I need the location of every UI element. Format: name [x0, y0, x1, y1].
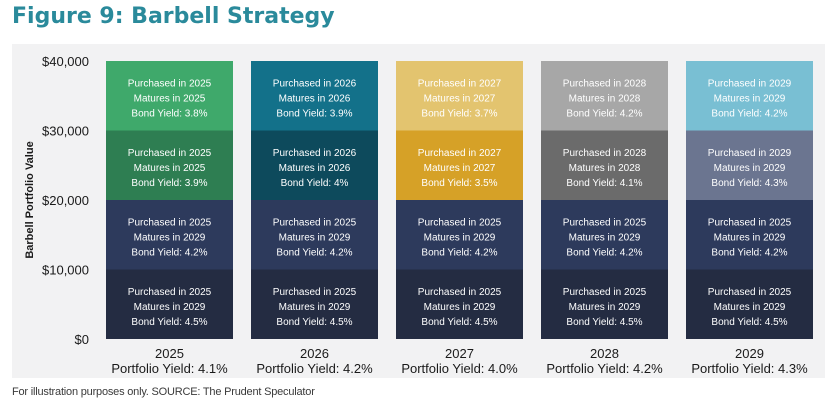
segment-label: Purchased in 2025 [563, 217, 647, 228]
segment-label: Bond Yield: 4.5% [131, 317, 207, 328]
segment-label: Bond Yield: 4.5% [566, 317, 642, 328]
bar-segment [541, 130, 668, 200]
bar-segment [106, 269, 233, 339]
segment-label: Purchased in 2027 [418, 148, 502, 159]
segment-label: Matures in 2029 [134, 232, 206, 243]
segment-label: Purchased in 2025 [708, 217, 792, 228]
portfolio-yield-label: Portfolio Yield: 4.2% [256, 361, 373, 376]
segment-label: Purchased in 2028 [563, 78, 647, 89]
segment-label: Purchased in 2026 [273, 148, 357, 159]
x-category-label: 2026 [300, 346, 329, 361]
bar-segment [396, 61, 523, 131]
segment-label: Purchased in 2025 [128, 217, 212, 228]
segment-label: Matures in 2029 [424, 232, 496, 243]
x-category-label: 2029 [735, 346, 764, 361]
segment-label: Purchased in 2027 [418, 78, 502, 89]
bar-segment [541, 200, 668, 270]
segment-label: Purchased in 2028 [563, 148, 647, 159]
bar-segment [251, 200, 378, 270]
bar-segment [251, 269, 378, 339]
segment-label: Bond Yield: 3.8% [131, 108, 207, 119]
segment-label: Bond Yield: 3.5% [421, 178, 497, 189]
segment-label: Purchased in 2025 [128, 287, 212, 298]
segment-label: Purchased in 2025 [708, 287, 792, 298]
segment-label: Matures in 2029 [714, 163, 786, 174]
bar-segment [251, 130, 378, 200]
segment-label: Matures in 2026 [279, 163, 351, 174]
y-tick-label: $0 [75, 332, 89, 347]
bar-segment [686, 269, 813, 339]
segment-label: Matures in 2029 [279, 232, 351, 243]
segment-label: Purchased in 2025 [128, 148, 212, 159]
segment-label: Bond Yield: 4.2% [131, 247, 207, 258]
bar-segment [106, 130, 233, 200]
segment-label: Purchased in 2026 [273, 78, 357, 89]
segment-label: Bond Yield: 4.2% [711, 247, 787, 258]
segment-label: Bond Yield: 3.9% [131, 178, 207, 189]
segment-label: Matures in 2029 [569, 232, 641, 243]
portfolio-yield-label: Portfolio Yield: 4.3% [691, 361, 808, 376]
segment-label: Matures in 2028 [569, 93, 641, 104]
segment-label: Bond Yield: 3.7% [421, 108, 497, 119]
segment-label: Matures in 2026 [279, 93, 351, 104]
segment-label: Bond Yield: 4% [281, 178, 349, 189]
segment-label: Matures in 2029 [569, 302, 641, 313]
segment-label: Matures in 2029 [424, 302, 496, 313]
segment-label: Matures in 2028 [569, 163, 641, 174]
bar-segment [396, 130, 523, 200]
bar-segment [541, 61, 668, 131]
portfolio-yield-label: Portfolio Yield: 4.2% [546, 361, 663, 376]
segment-label: Matures in 2029 [134, 302, 206, 313]
segment-label: Bond Yield: 4.5% [276, 317, 352, 328]
x-category-label: 2028 [590, 346, 619, 361]
portfolio-yield-label: Portfolio Yield: 4.1% [111, 361, 228, 376]
segment-label: Bond Yield: 4.1% [566, 178, 642, 189]
segment-label: Matures in 2029 [279, 302, 351, 313]
y-tick-label: $30,000 [42, 124, 89, 139]
x-category-label: 2025 [155, 346, 184, 361]
bar-segment [541, 269, 668, 339]
segment-label: Purchased in 2025 [418, 287, 502, 298]
segment-label: Bond Yield: 4.2% [566, 247, 642, 258]
segment-label: Purchased in 2025 [273, 217, 357, 228]
segment-label: Matures in 2025 [134, 93, 206, 104]
segment-label: Matures in 2027 [424, 93, 496, 104]
segment-label: Bond Yield: 4.5% [421, 317, 497, 328]
bar-segment [251, 61, 378, 131]
bar-segment [106, 61, 233, 131]
segment-label: Bond Yield: 4.2% [276, 247, 352, 258]
bar-segment [686, 130, 813, 200]
segment-label: Purchased in 2025 [273, 287, 357, 298]
segment-label: Matures in 2029 [714, 93, 786, 104]
segment-label: Bond Yield: 4.2% [711, 108, 787, 119]
segment-label: Bond Yield: 3.9% [276, 108, 352, 119]
segment-label: Purchased in 2025 [128, 78, 212, 89]
x-category-label: 2027 [445, 346, 474, 361]
y-axis-label: Barbell Portfolio Value [24, 141, 36, 258]
source-note: For illustration purposes only. SOURCE: … [12, 386, 315, 398]
segment-label: Purchased in 2029 [708, 148, 792, 159]
bar-segment [686, 200, 813, 270]
segment-label: Matures in 2025 [134, 163, 206, 174]
chart-title: Figure 9: Barbell Strategy [12, 4, 335, 29]
y-tick-label: $20,000 [42, 193, 89, 208]
y-tick-label: $40,000 [42, 54, 89, 69]
portfolio-yield-label: Portfolio Yield: 4.0% [401, 361, 518, 376]
bar-segment [686, 61, 813, 131]
segment-label: Purchased in 2025 [563, 287, 647, 298]
segment-label: Matures in 2029 [714, 302, 786, 313]
segment-label: Matures in 2027 [424, 163, 496, 174]
bar-segment [396, 200, 523, 270]
segment-label: Bond Yield: 4.5% [711, 317, 787, 328]
segment-label: Bond Yield: 4.2% [421, 247, 497, 258]
segment-label: Purchased in 2029 [708, 78, 792, 89]
bar-segment [106, 200, 233, 270]
segment-label: Matures in 2029 [714, 232, 786, 243]
segment-label: Purchased in 2025 [418, 217, 502, 228]
segment-label: Bond Yield: 4.3% [711, 178, 787, 189]
segment-label: Bond Yield: 4.2% [566, 108, 642, 119]
y-tick-label: $10,000 [42, 263, 89, 278]
bar-segment [396, 269, 523, 339]
